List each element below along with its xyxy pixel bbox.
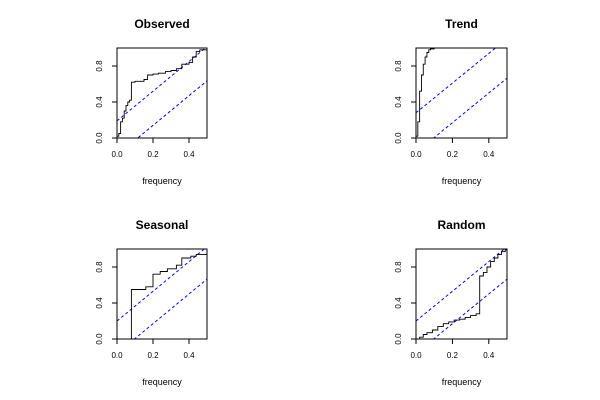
observed-y-tick-label: 0.8: [95, 60, 104, 72]
trend-x-tick-label: 0.4: [483, 150, 495, 159]
seasonal-y-tick-label: 0.0: [95, 333, 104, 345]
random-y-tick-label: 0.0: [394, 333, 403, 345]
trend-x-tick-label: 0.2: [447, 150, 459, 159]
seasonal-lower-band: [133, 278, 207, 339]
random-x-tick-label: 0.2: [447, 351, 459, 360]
random-title: Random: [438, 218, 486, 232]
random-upper-band: [416, 249, 506, 322]
seasonal-x-axis-label: frequency: [142, 377, 182, 387]
seasonal-x-tick-label: 0.2: [147, 351, 159, 360]
random-y-tick-label: 0.4: [394, 297, 403, 309]
trend-x-tick-label: 0.0: [410, 150, 422, 159]
trend-y-tick-label: 0.8: [394, 60, 403, 72]
observed-cumulative-periodogram-line: [117, 48, 207, 137]
observed-y-tick-label: 0.4: [95, 96, 104, 108]
panel-seasonal: Seasonal frequency 0.0 0.2 0.4 0.0 0.4 0.8: [95, 218, 208, 387]
random-y-tick-label: 0.8: [394, 261, 403, 273]
seasonal-plot-frame: [116, 248, 208, 340]
panel-trend: Trend frequency 0.0 0.2 0.4 0.0 0.4 0.8: [394, 17, 508, 186]
seasonal-upper-band: [117, 249, 206, 322]
trend-cumulative-periodogram-line: [416, 48, 507, 137]
random-plot-frame: [415, 248, 508, 340]
random-x-axis-label: frequency: [442, 377, 482, 387]
seasonal-title: Seasonal: [136, 218, 189, 232]
observed-y-tick-label: 0.0: [95, 132, 104, 144]
seasonal-x-tick-label: 0.0: [111, 351, 123, 360]
random-x-tick-label: 0.4: [483, 351, 495, 360]
seasonal-x-tick-label: 0.4: [183, 351, 195, 360]
observed-x-axis-label: frequency: [142, 176, 182, 186]
observed-x-tick-label: 0.2: [147, 150, 159, 159]
observed-x-tick-label: 0.0: [111, 150, 123, 159]
seasonal-y-tick-label: 0.4: [95, 297, 104, 309]
random-cumulative-periodogram-line: [416, 249, 507, 339]
trend-y-tick-label: 0.0: [394, 132, 403, 144]
panel-random: Random frequency 0.0 0.2 0.4 0.0 0.4 0.8: [394, 218, 508, 387]
trend-title: Trend: [445, 17, 478, 31]
panel-observed: Observed frequency 0.0 0.2 0.4 0.0 0.4 0.8: [95, 17, 208, 186]
observed-x-tick-label: 0.4: [183, 150, 195, 159]
trend-plot-frame: [415, 47, 508, 139]
observed-title: Observed: [134, 17, 189, 31]
random-x-tick-label: 0.0: [410, 351, 422, 360]
seasonal-cumulative-periodogram-line: [117, 253, 207, 339]
trend-lower-band: [432, 77, 507, 138]
observed-upper-band: [117, 48, 207, 122]
trend-x-axis-label: frequency: [442, 176, 482, 186]
trend-y-tick-label: 0.4: [394, 96, 403, 108]
seasonal-y-tick-label: 0.8: [95, 261, 104, 273]
observed-lower-band: [136, 80, 207, 138]
observed-plot-frame: [116, 47, 208, 139]
random-lower-band: [432, 278, 507, 339]
